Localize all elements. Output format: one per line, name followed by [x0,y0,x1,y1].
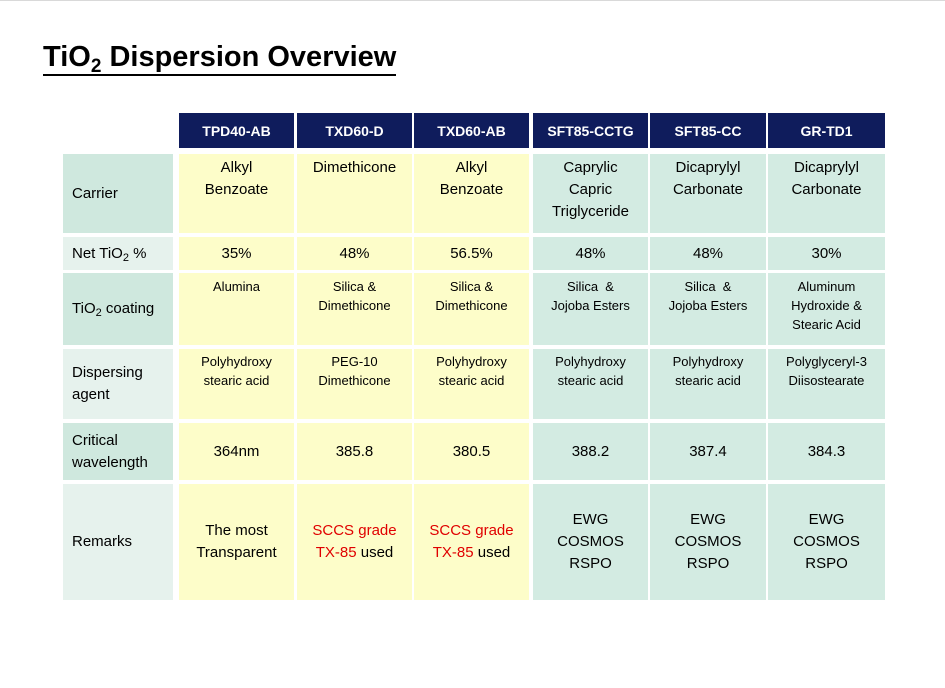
critical-wavelength-cell: 384.3 [768,423,885,480]
remarks-cell: EWG COSMOS RSPO [533,484,648,600]
row-label-dispersing-agent: Dispersing agent [63,349,173,419]
top-border-line [0,0,945,1]
coating-cell: Silica & Dimethicone [297,273,412,345]
net-tio2-cell: 35% [179,237,294,270]
net-tio2-cell: 56.5% [414,237,529,270]
coating-cell: Aluminum Hydroxide & Stearic Acid [768,273,885,345]
dispersing-cell: PEG-10 Dimethicone [297,349,412,419]
carrier-cell: Caprylic Capric Triglyceride [533,154,648,233]
coating-cell: Silica & Jojoba Esters [650,273,766,345]
column-header-gr-td1: GR-TD1 [768,113,885,148]
column-header-sft85-cc: SFT85-CC [650,113,766,148]
column-header-sft85-cctg: SFT85-CCTG [533,113,648,148]
column-header-tpd40-ab: TPD40-AB [179,113,294,148]
column-header-txd60-d: TXD60-D [297,113,412,148]
row-label-net-tio2: Net TiO2 % [63,237,173,270]
net-tio2-cell: 48% [533,237,648,270]
row-label-critical-wavelength: Critical wavelength [63,423,173,480]
net-tio2-cell: 48% [650,237,766,270]
critical-wavelength-cell: 380.5 [414,423,529,480]
remarks-cell: SCCS grade TX-85 used [414,484,529,600]
critical-wavelength-cell: 385.8 [297,423,412,480]
critical-wavelength-cell: 364nm [179,423,294,480]
remarks-cell: The most Transparent [179,484,294,600]
coating-cell: Silica & Dimethicone [414,273,529,345]
carrier-cell: Alkyl Benzoate [179,154,294,233]
row-label-carrier: Carrier [63,154,173,233]
dispersing-cell: Polyhydroxy stearic acid [650,349,766,419]
critical-wavelength-cell: 388.2 [533,423,648,480]
carrier-cell: Dimethicone [297,154,412,233]
remarks-cell: EWG COSMOS RSPO [650,484,766,600]
dispersing-cell: Polyglyceryl-3 Diisostearate [768,349,885,419]
carrier-cell: Dicaprylyl Carbonate [768,154,885,233]
coating-cell: Alumina [179,273,294,345]
dispersing-cell: Polyhydroxy stearic acid [179,349,294,419]
row-label-remarks: Remarks [63,484,173,600]
critical-wavelength-cell: 387.4 [650,423,766,480]
dispersing-cell: Polyhydroxy stearic acid [414,349,529,419]
carrier-cell: Dicaprylyl Carbonate [650,154,766,233]
column-header-txd60-ab: TXD60-AB [414,113,529,148]
coating-cell: Silica & Jojoba Esters [533,273,648,345]
remarks-cell: SCCS grade TX-85 used [297,484,412,600]
row-label-tio2-coating: TiO2 coating [63,273,173,345]
page-title: TiO2 Dispersion Overview [43,41,397,77]
net-tio2-cell: 48% [297,237,412,270]
carrier-cell: Alkyl Benzoate [414,154,529,233]
remarks-cell: EWG COSMOS RSPO [768,484,885,600]
dispersing-cell: Polyhydroxy stearic acid [533,349,648,419]
net-tio2-cell: 30% [768,237,885,270]
